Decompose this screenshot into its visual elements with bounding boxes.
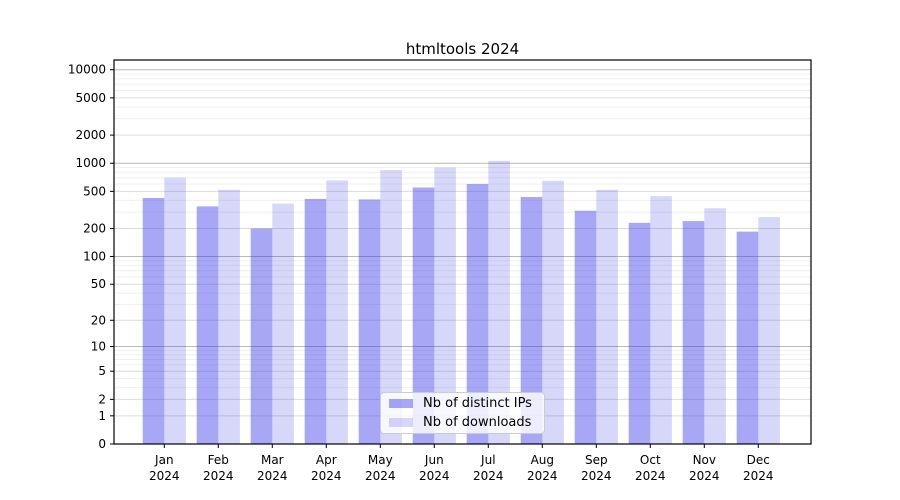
x-tick-label-month: Jan — [154, 453, 174, 467]
bar-downloads-sep — [596, 189, 618, 444]
x-tick-label-month: Oct — [640, 453, 661, 467]
bar-downloads-apr — [326, 180, 348, 444]
legend-label-downloads: Nb of downloads — [423, 415, 532, 430]
legend-swatch-distinct-ips — [389, 399, 413, 408]
bar-downloads-may — [380, 170, 402, 444]
x-tick-label-year: 2024 — [473, 469, 504, 483]
bar-downloads-oct — [650, 196, 672, 444]
y-tick-label: 2 — [98, 392, 106, 406]
bar-distinct-ips-apr — [304, 198, 327, 444]
bar-distinct-ips-may — [358, 199, 381, 444]
bar-distinct-ips-dec — [736, 231, 759, 444]
legend-item-distinct-ips: Nb of distinct IPs — [387, 396, 538, 412]
x-tick-label-month: May — [368, 453, 393, 467]
bar-distinct-ips-aug — [520, 197, 543, 444]
y-tick-label: 2000 — [75, 128, 106, 142]
y-tick-label: 200 — [83, 221, 106, 235]
bar-distinct-ips-jun — [412, 187, 435, 444]
x-tick-label-year: 2024 — [149, 469, 180, 483]
x-tick-label-year: 2024 — [581, 469, 612, 483]
plot-border — [113, 59, 812, 445]
bar-downloads-jan — [164, 177, 186, 445]
y-tick-label: 5 — [98, 364, 106, 378]
x-tick-label-year: 2024 — [257, 469, 288, 483]
y-tick-label: 1000 — [75, 156, 106, 170]
x-tick-label-year: 2024 — [527, 469, 558, 483]
x-tick-label-month: Nov — [693, 453, 716, 467]
bar-downloads-jul — [488, 160, 510, 444]
bar-downloads-nov — [704, 208, 726, 444]
x-tick-label-month: Feb — [208, 453, 229, 467]
x-tick-label-month: Jun — [424, 453, 444, 467]
bar-distinct-ips-sep — [574, 210, 597, 444]
bar-downloads-aug — [542, 180, 564, 444]
bar-downloads-feb — [218, 189, 240, 444]
x-tick-label-year: 2024 — [689, 469, 720, 483]
bar-distinct-ips-jan — [142, 197, 165, 444]
bar-distinct-ips-oct — [628, 222, 651, 444]
bar-downloads-mar — [272, 203, 294, 444]
bar-distinct-ips-mar — [250, 228, 273, 444]
chart-title: htmltools 2024 — [405, 40, 520, 58]
y-tick-label: 500 — [83, 184, 106, 198]
x-tick-label-year: 2024 — [203, 469, 234, 483]
y-tick-label: 10000 — [68, 63, 106, 77]
bar-downloads-jun — [434, 167, 456, 444]
legend-swatch-downloads — [389, 418, 413, 427]
y-tick-label: 10 — [91, 340, 106, 354]
bar-distinct-ips-jul — [466, 183, 489, 444]
x-tick-label-month: Apr — [316, 453, 337, 467]
y-tick-label: 50 — [91, 277, 106, 291]
y-tick-label: 100 — [83, 249, 106, 263]
bar-downloads-dec — [758, 217, 780, 444]
y-tick-label: 0 — [98, 437, 106, 451]
x-tick-label-month: Sep — [585, 453, 608, 467]
x-tick-label-month: Jul — [480, 453, 495, 467]
x-tick-label-month: Aug — [531, 453, 554, 467]
legend: Nb of distinct IPs Nb of downloads — [380, 392, 545, 434]
y-tick-label: 20 — [91, 313, 106, 327]
y-tick-label: 5000 — [75, 91, 106, 105]
x-tick-label-year: 2024 — [311, 469, 342, 483]
legend-item-downloads: Nb of downloads — [387, 415, 538, 431]
y-tick-label: 1 — [98, 409, 106, 423]
bar-distinct-ips-nov — [682, 221, 705, 444]
x-tick-label-year: 2024 — [743, 469, 774, 483]
x-tick-label-year: 2024 — [365, 469, 396, 483]
x-tick-label-month: Mar — [261, 453, 284, 467]
bar-distinct-ips-feb — [196, 206, 219, 444]
x-tick-label-month: Dec — [747, 453, 770, 467]
x-tick-label-year: 2024 — [635, 469, 666, 483]
x-tick-label-year: 2024 — [419, 469, 450, 483]
legend-label-distinct-ips: Nb of distinct IPs — [423, 396, 532, 411]
